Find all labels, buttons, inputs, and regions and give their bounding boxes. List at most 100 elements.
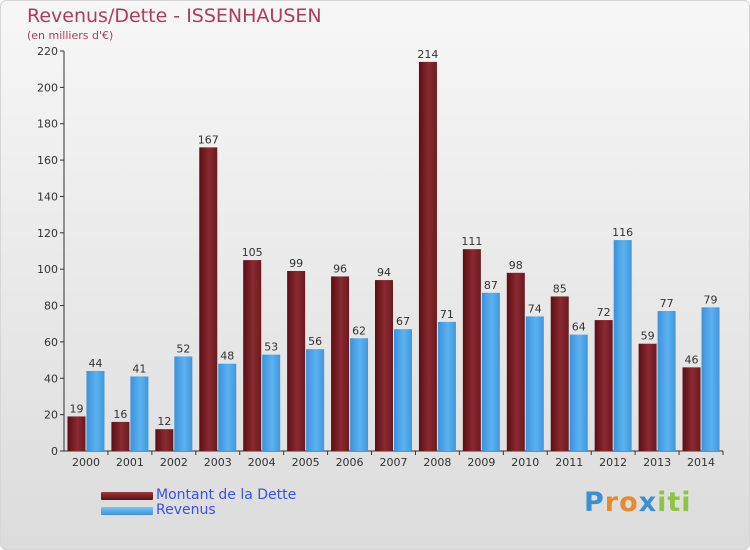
bar-revenus bbox=[394, 329, 412, 451]
bar-debt bbox=[462, 249, 481, 451]
bar-debt bbox=[287, 271, 306, 451]
bar-revenus bbox=[218, 363, 237, 451]
bar-revenus bbox=[306, 349, 325, 451]
data-label-debt: 16 bbox=[113, 408, 127, 421]
bar-debt bbox=[594, 320, 613, 451]
data-label-revenus: 79 bbox=[704, 293, 718, 306]
bar-debt bbox=[550, 296, 569, 451]
data-label-debt: 59 bbox=[641, 330, 655, 343]
data-label-debt: 214 bbox=[417, 48, 438, 61]
bar-debt bbox=[111, 421, 130, 451]
x-tick-label: 2004 bbox=[248, 456, 276, 469]
bar-revenus bbox=[525, 316, 544, 451]
data-label-revenus: 116 bbox=[612, 226, 633, 239]
data-label-revenus: 53 bbox=[264, 341, 278, 354]
x-tick-label: 2001 bbox=[116, 456, 144, 469]
data-label-debt: 167 bbox=[198, 133, 219, 146]
bar-debt bbox=[375, 280, 393, 451]
data-label-revenus: 64 bbox=[572, 321, 586, 334]
x-tick-label: 2008 bbox=[423, 456, 451, 469]
data-label-debt: 85 bbox=[553, 282, 567, 295]
y-tick-label: 140 bbox=[37, 190, 58, 203]
x-tick-label: 2005 bbox=[292, 456, 320, 469]
x-tick-label: 2003 bbox=[204, 456, 232, 469]
x-tick-label: 2009 bbox=[467, 456, 495, 469]
data-label-revenus: 67 bbox=[396, 315, 410, 328]
bar-revenus bbox=[481, 292, 500, 451]
data-label-debt: 99 bbox=[289, 257, 303, 270]
bar-debt bbox=[506, 272, 525, 451]
logo-letter: i bbox=[681, 487, 692, 518]
bar-debt bbox=[638, 343, 657, 451]
y-tick-label: 40 bbox=[44, 372, 58, 385]
y-tick-label: 60 bbox=[44, 336, 58, 349]
bar-revenus bbox=[613, 240, 632, 451]
x-tick-label: 2000 bbox=[72, 456, 100, 469]
legend-swatch-debt bbox=[101, 492, 153, 500]
bar-revenus bbox=[130, 376, 149, 451]
y-tick-label: 220 bbox=[37, 45, 58, 58]
data-label-debt: 72 bbox=[597, 306, 611, 319]
bar-debt bbox=[155, 429, 174, 451]
bar-revenus bbox=[657, 311, 676, 451]
bar-debt bbox=[682, 367, 701, 451]
proxiti-logo: Proxiti bbox=[584, 487, 692, 518]
y-tick-label: 120 bbox=[37, 227, 58, 240]
y-tick-label: 80 bbox=[44, 300, 58, 313]
y-tick-label: 180 bbox=[37, 118, 58, 131]
bar-revenus bbox=[262, 354, 281, 451]
data-label-revenus: 52 bbox=[176, 342, 190, 355]
data-label-revenus: 77 bbox=[660, 297, 674, 310]
x-tick-label: 2002 bbox=[160, 456, 188, 469]
data-label-revenus: 44 bbox=[88, 357, 102, 370]
y-tick-label: 160 bbox=[37, 154, 58, 167]
data-label-debt: 111 bbox=[461, 235, 482, 248]
bar-debt bbox=[331, 276, 350, 451]
y-tick-label: 20 bbox=[44, 409, 58, 422]
x-tick-label: 2011 bbox=[555, 456, 583, 469]
logo-letter: r bbox=[604, 487, 620, 518]
data-label-debt: 46 bbox=[685, 353, 699, 366]
bar-revenus bbox=[437, 321, 456, 451]
x-tick-label: 2013 bbox=[643, 456, 671, 469]
bar-revenus bbox=[569, 334, 588, 451]
bar-debt bbox=[199, 147, 218, 451]
logo-letter: i bbox=[657, 487, 668, 518]
data-label-debt: 105 bbox=[242, 246, 263, 259]
data-label-revenus: 41 bbox=[132, 362, 146, 375]
y-tick-label: 200 bbox=[37, 81, 58, 94]
y-tick-label: 100 bbox=[37, 263, 58, 276]
y-tick-label: 0 bbox=[51, 445, 58, 458]
x-tick-label: 2014 bbox=[687, 456, 715, 469]
legend-label-debt: Montant de la Dette bbox=[156, 487, 297, 503]
chart-subtitle: (en milliers d'€) bbox=[27, 29, 114, 42]
data-label-revenus: 74 bbox=[528, 302, 542, 315]
data-label-revenus: 71 bbox=[440, 308, 454, 321]
bar-revenus bbox=[174, 356, 193, 451]
bar-debt bbox=[67, 416, 86, 451]
legend-swatch-revenus bbox=[101, 507, 153, 515]
x-tick-label: 2006 bbox=[336, 456, 364, 469]
logo-letter: x bbox=[638, 487, 658, 518]
bar-debt bbox=[243, 260, 262, 451]
bar-revenus bbox=[701, 307, 720, 451]
bar-revenus bbox=[86, 371, 105, 451]
data-label-revenus: 62 bbox=[352, 324, 366, 337]
x-tick-label: 2010 bbox=[511, 456, 539, 469]
data-label-debt: 96 bbox=[333, 262, 347, 275]
logo-letter: t bbox=[667, 487, 682, 518]
data-label-debt: 19 bbox=[69, 402, 83, 415]
data-label-revenus: 48 bbox=[220, 350, 234, 363]
bar-debt bbox=[418, 61, 437, 452]
bar-revenus bbox=[350, 338, 369, 451]
chart-title: Revenus/Dette - ISSENHAUSEN bbox=[27, 5, 322, 27]
logo-letter: P bbox=[584, 487, 605, 518]
x-tick-label: 2012 bbox=[599, 456, 627, 469]
data-label-revenus: 87 bbox=[484, 279, 498, 292]
x-tick-label: 2007 bbox=[380, 456, 408, 469]
data-label-debt: 98 bbox=[509, 259, 523, 272]
data-label-debt: 12 bbox=[157, 415, 171, 428]
logo-letter: o bbox=[619, 487, 639, 518]
